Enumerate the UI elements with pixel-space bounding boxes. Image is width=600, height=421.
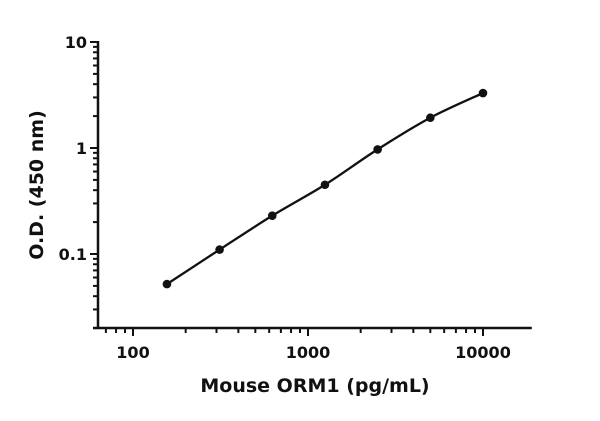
data-point [215, 245, 224, 254]
data-point [267, 211, 277, 220]
data-point [426, 113, 435, 123]
x-axis-label: Mouse ORM1 (pg/mL) [200, 375, 429, 397]
data-point [320, 180, 330, 190]
y-tick-label: 0.1 [59, 245, 87, 264]
data-point [373, 145, 382, 154]
data-point [162, 279, 172, 289]
x-tick-label: 100 [116, 343, 149, 362]
x-tick-label: 10000 [455, 343, 511, 362]
y-tick-label: 10 [65, 33, 87, 52]
y-axis-label: O.D. (450 nm) [26, 110, 48, 260]
x-tick-label: 1000 [286, 343, 331, 362]
y-tick-label: 1 [76, 139, 87, 158]
data-point [478, 88, 488, 98]
axes: 100 1000 10000 0.1 1 10 [59, 33, 532, 362]
data-marks [162, 88, 488, 289]
